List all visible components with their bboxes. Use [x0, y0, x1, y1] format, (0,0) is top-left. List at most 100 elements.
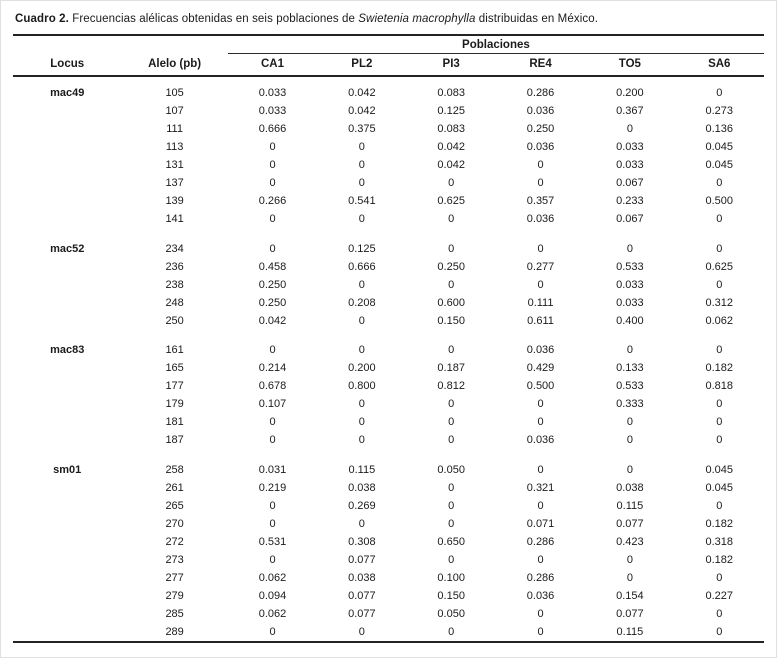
- frequency-cell: 0.312: [705, 296, 734, 309]
- allele-size-cell: 181: [165, 416, 184, 428]
- locus-cell: [13, 396, 121, 414]
- col-header-re4: RE4: [495, 53, 586, 77]
- frequency-cell: 0.036: [526, 344, 555, 356]
- frequency-cell: 0: [626, 344, 633, 356]
- allele-size-cell: 289: [165, 625, 184, 638]
- group-header-row: Poblaciones: [13, 35, 764, 54]
- table-row: 250 0.042 0 0.150 0.611 0.400 0.062: [13, 312, 764, 330]
- frequency-cell: 0: [269, 553, 276, 566]
- frequency-cell: 0.273: [705, 105, 734, 117]
- frequency-cell: 0.045: [705, 481, 734, 494]
- table-row: mac52 234 0 0.125 0 0 0 0: [13, 229, 764, 259]
- frequency-cell: 0: [448, 625, 455, 638]
- col-header-alelo: Alelo (pb): [121, 53, 228, 77]
- allele-size-cell: 161: [165, 344, 184, 356]
- frequency-cell: 0.036: [526, 434, 555, 446]
- locus-cell: [13, 294, 121, 312]
- frequency-cell: 0.038: [616, 481, 644, 494]
- frequency-cell: 0: [626, 123, 633, 135]
- frequency-cell: 0.042: [348, 105, 376, 117]
- table-row: 236 0.458 0.666 0.250 0.277 0.533 0.625: [13, 258, 764, 276]
- frequency-cell: 0: [716, 177, 723, 189]
- frequency-cell: 0.182: [705, 553, 734, 566]
- frequency-cell: 0: [626, 571, 633, 584]
- frequency-cell: 0.154: [616, 589, 644, 602]
- frequency-cell: 0: [448, 434, 455, 446]
- allele-size-cell: 270: [165, 517, 184, 530]
- frequency-cell: 0.625: [437, 195, 465, 207]
- caption-number: Cuadro 2.: [15, 13, 69, 25]
- frequency-cell: 0: [358, 625, 365, 638]
- caption-text: Frecuencias alélicas obtenidas en seis p…: [68, 13, 359, 25]
- locus-cell: [13, 312, 121, 330]
- table-row: mac83 161 0 0 0 0.036 0 0: [13, 330, 764, 360]
- allele-size-cell: 105: [165, 87, 184, 99]
- frequency-cell: 0: [537, 159, 544, 171]
- table-row: 141 0 0 0 0.036 0.067 0: [13, 211, 764, 229]
- table-row: 113 0 0 0.042 0.036 0.033 0.045: [13, 139, 764, 157]
- frequency-cell: 0.038: [348, 481, 376, 494]
- frequency-cell: 0.458: [258, 260, 287, 273]
- frequency-cell: 0: [716, 344, 723, 356]
- frequency-cell: 0.250: [437, 260, 465, 273]
- frequency-cell: 0: [626, 434, 633, 446]
- table-row: 181 0 0 0 0 0 0: [13, 414, 764, 432]
- frequency-cell: 0.500: [705, 195, 734, 207]
- frequency-cell: 0.812: [437, 380, 465, 392]
- col-header-pi3: PI3: [406, 53, 496, 77]
- frequency-cell: 0.286: [526, 535, 555, 548]
- frequency-cell: 0.133: [616, 362, 644, 374]
- frequency-cell: 0: [448, 344, 455, 356]
- caption-species-name: Swietenia macrophylla: [358, 13, 476, 25]
- frequency-cell: 0.650: [437, 535, 465, 548]
- frequency-cell: 0.200: [348, 362, 376, 374]
- frequency-cell: 0.531: [258, 535, 287, 548]
- locus-cell: [13, 587, 121, 605]
- table-row: 139 0.266 0.541 0.625 0.357 0.233 0.500: [13, 193, 764, 211]
- poblaciones-group-header: Poblaciones: [227, 35, 764, 54]
- col-header-ca1: CA1: [227, 53, 318, 77]
- frequency-cell: 0: [448, 242, 455, 255]
- frequency-cell: 0: [716, 87, 723, 99]
- frequency-cell: 0: [358, 416, 365, 428]
- frequency-cell: 0: [716, 213, 723, 225]
- frequency-cell: 0.100: [437, 571, 465, 584]
- frequency-cell: 0: [269, 141, 276, 153]
- allele-size-cell: 248: [165, 296, 184, 309]
- frequency-cell: 0.208: [348, 296, 376, 309]
- table-row: 137 0 0 0 0 0.067 0: [13, 175, 764, 193]
- caption-suffix: distribuidas en México.: [475, 13, 599, 25]
- frequency-cell: 0.083: [437, 87, 465, 99]
- frequency-cell: 0.033: [616, 141, 644, 153]
- frequency-cell: 0.036: [526, 589, 555, 602]
- frequency-cell: 0.400: [616, 314, 644, 327]
- frequency-cell: 0.071: [526, 517, 555, 530]
- locus-cell: [13, 211, 121, 229]
- frequency-cell: 0.219: [258, 481, 287, 494]
- frequency-cell: 0: [358, 434, 365, 446]
- locus-cell: [13, 276, 121, 294]
- frequency-cell: 0.077: [616, 517, 644, 530]
- frequency-cell: 0: [537, 177, 544, 189]
- allele-size-cell: 111: [166, 123, 183, 135]
- frequency-cell: 0: [269, 434, 276, 446]
- locus-cell: mac83: [50, 344, 85, 356]
- frequency-cell: 0.150: [437, 589, 465, 602]
- frequency-cell: 0.666: [348, 260, 376, 273]
- frequency-cell: 0: [626, 416, 633, 428]
- frequency-cell: 0.286: [526, 87, 555, 99]
- frequency-cell: 0.077: [348, 553, 376, 566]
- frequency-cell: 0.033: [258, 87, 287, 99]
- locus-cell: [13, 569, 121, 587]
- table-row: 131 0 0 0.042 0 0.033 0.045: [13, 157, 764, 175]
- allele-size-cell: 107: [165, 105, 184, 117]
- column-header-row: Locus Alelo (pb) CA1 PL2 PI3 RE4 TO5 SA6: [13, 53, 764, 77]
- frequency-cell: 0.136: [705, 123, 734, 135]
- col-header-sa6: SA6: [674, 53, 764, 77]
- frequency-cell: 0.367: [616, 105, 644, 117]
- col-header-locus: Locus: [13, 53, 122, 77]
- frequency-cell: 0.077: [348, 607, 376, 620]
- frequency-cell: 0.062: [705, 314, 734, 327]
- frequency-cell: 0.111: [527, 296, 554, 309]
- frequency-cell: 0.227: [705, 589, 734, 602]
